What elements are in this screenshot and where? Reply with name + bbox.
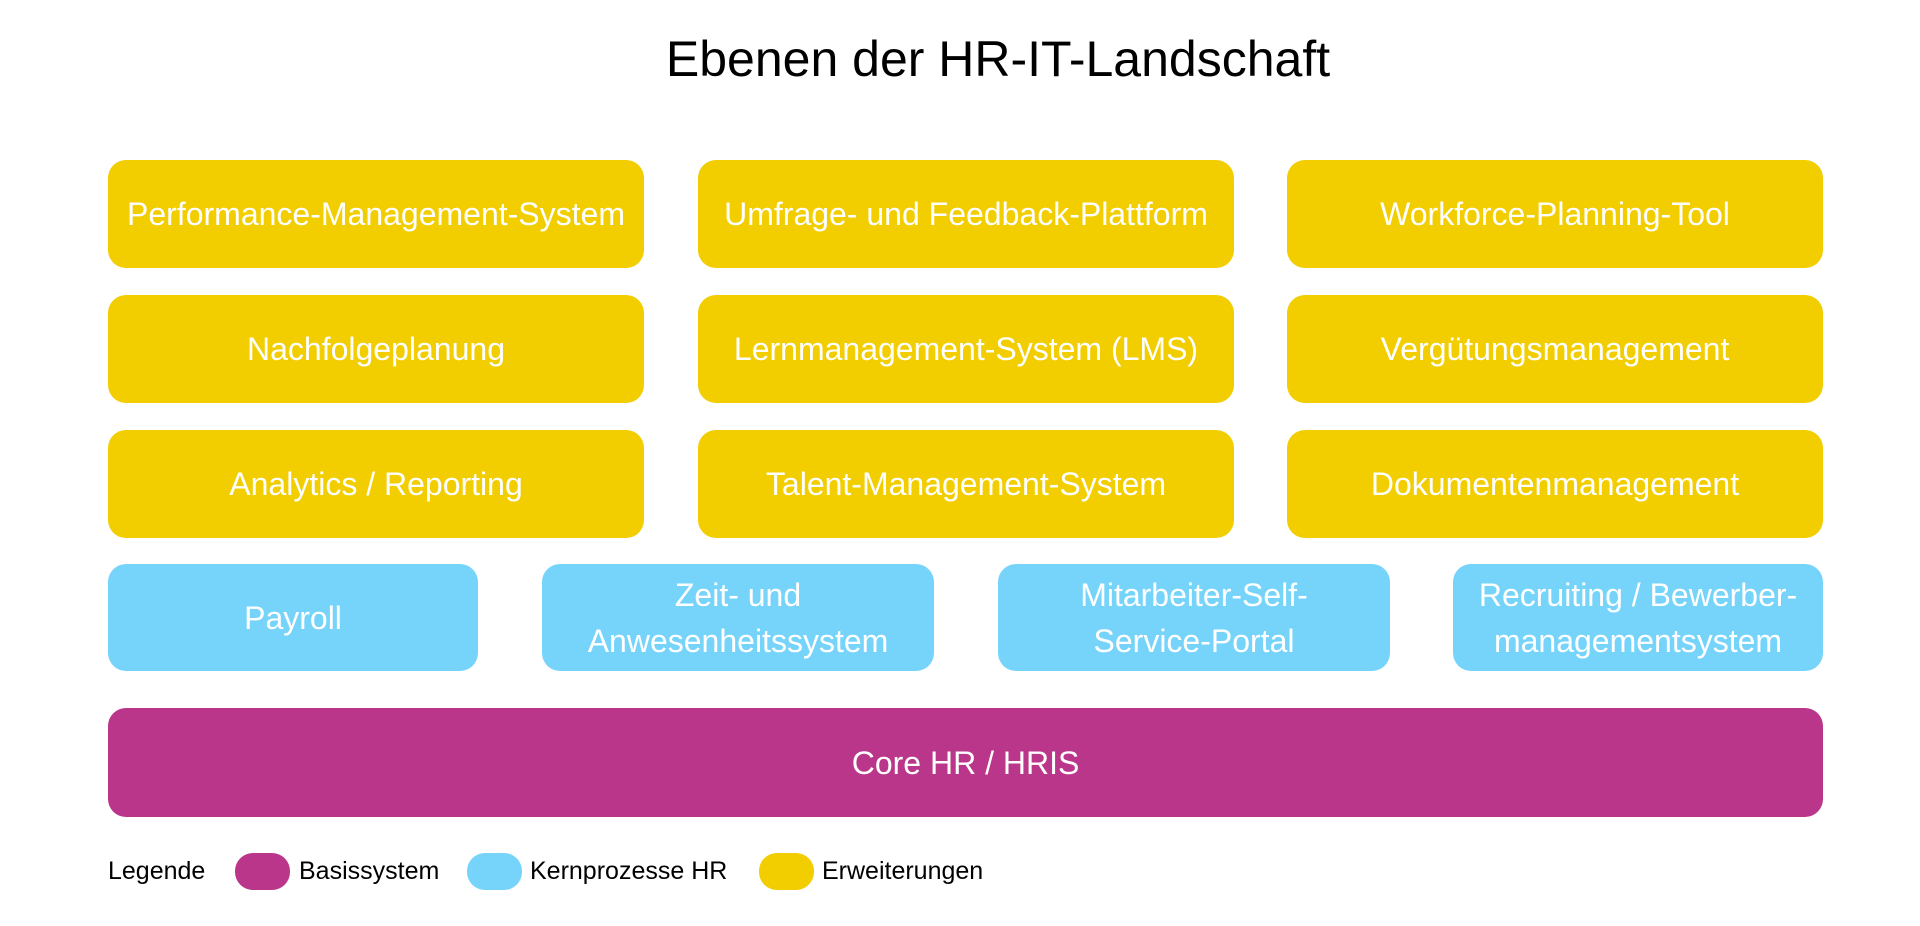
- core-process-box: Zeit- und Anwesenheitssystem: [542, 564, 934, 671]
- box-label-line: Recruiting / Bewerber-: [1478, 576, 1798, 613]
- box-label-line: Zeit- und: [674, 576, 802, 613]
- legend-item: Basissystem: [299, 857, 440, 885]
- extension-box: Vergütungsmanagement: [1287, 295, 1823, 403]
- box-label-line: Service-Portal: [1093, 622, 1295, 659]
- extension-box: Umfrage- und Feedback-Plattform: [698, 160, 1234, 268]
- box-label-line: Payroll: [244, 599, 342, 636]
- legend-swatch: [467, 853, 522, 890]
- base-box: Core HR / HRIS: [108, 708, 1823, 817]
- legend-item: Erweiterungen: [822, 857, 984, 885]
- extension-box: Analytics / Reporting: [108, 430, 644, 538]
- legend-swatch: [759, 853, 814, 890]
- title: Ebenen der HR-IT-Landschaft: [665, 31, 1331, 87]
- legend-label: Legende: [108, 857, 206, 885]
- extension-box: Talent-Management-System: [698, 430, 1234, 538]
- extension-box: Workforce-Planning-Tool: [1287, 160, 1823, 268]
- core-process-box: Mitarbeiter-Self- Service-Portal: [998, 564, 1390, 671]
- extension-box: Dokumentenmanagement: [1287, 430, 1823, 538]
- core-process-box: Payroll: [108, 564, 478, 671]
- extension-box: Lernmanagement-System (LMS): [698, 295, 1234, 403]
- extension-box: Performance-Management-System: [108, 160, 644, 268]
- core-process-box: Recruiting / Bewerber-managementsystem: [1453, 564, 1823, 671]
- box-label-line: Mitarbeiter-Self-: [1080, 576, 1308, 613]
- legend-swatch: [235, 853, 290, 890]
- legend-item: Kernprozesse HR: [530, 857, 728, 885]
- extension-box: Nachfolgeplanung: [108, 295, 644, 403]
- box-label-line: managementsystem: [1493, 622, 1783, 659]
- box-label-line: Anwesenheitssystem: [587, 622, 889, 659]
